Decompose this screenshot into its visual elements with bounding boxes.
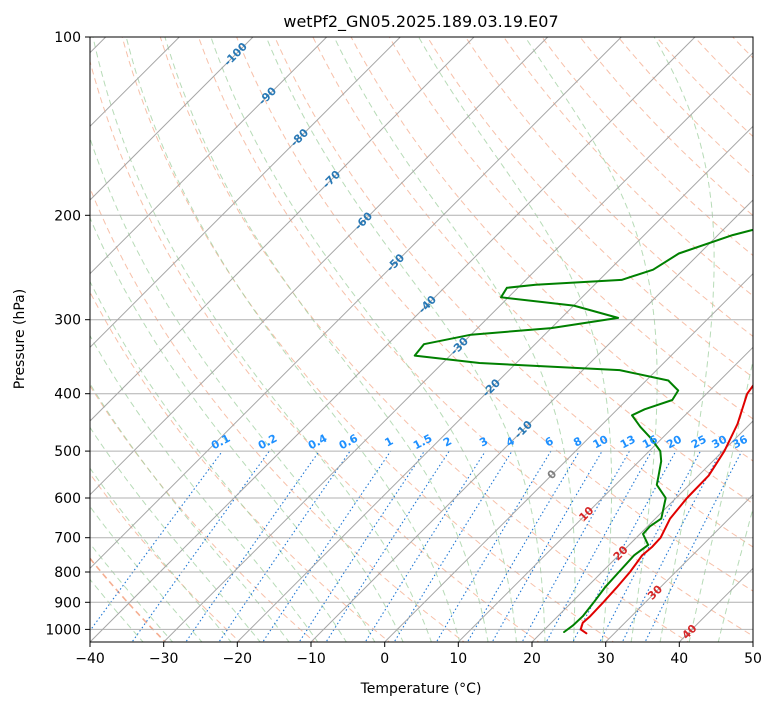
- y-tick-label: 1000: [45, 622, 81, 638]
- mixing-ratio-line: [262, 450, 392, 642]
- moist-adiabat-line: [90, 467, 232, 642]
- isotherm-line: [531, 420, 753, 642]
- chart-title: wetPf2_GN05.2025.189.03.19.E07: [283, 12, 558, 32]
- temperature-profile-line: [579, 384, 753, 635]
- plot-area: [90, 37, 753, 642]
- y-tick-label: 700: [54, 531, 81, 547]
- mixing-ratio-line: [218, 450, 351, 642]
- mixing-ratio-label: 30: [710, 433, 730, 452]
- mixing-ratio-label: 20: [664, 433, 684, 452]
- x-tick-label: −30: [149, 651, 179, 667]
- mixing-ratio-line: [298, 450, 425, 642]
- y-axis-title: Pressure (hPa): [12, 289, 28, 389]
- moist-adiabat-line: [653, 37, 715, 642]
- moist-adiabat-line: [90, 505, 203, 642]
- y-tick-label: 800: [54, 565, 81, 581]
- y-tick-label: 500: [54, 444, 81, 460]
- moist-adiabat-line: [92, 37, 432, 642]
- mixing-ratio-label: 25: [689, 433, 709, 452]
- dry-adiabat-line: [274, 37, 753, 548]
- mixing-ratio-line: [325, 450, 450, 642]
- isotherm-line: [90, 37, 696, 642]
- moist-adiabat-line: [90, 136, 404, 642]
- dry-adiabat-line: [388, 37, 753, 420]
- x-tick-label: 50: [744, 651, 762, 667]
- sounding-profiles: [413, 228, 753, 635]
- y-tick-label: 100: [54, 30, 81, 46]
- isotherm-line: [163, 51, 753, 642]
- x-tick-label: 20: [523, 651, 541, 667]
- isotherm-line: [384, 272, 753, 642]
- y-tick-label: 600: [54, 491, 81, 507]
- isotherm-gridlines: [90, 37, 753, 642]
- mixing-ratio-line: [131, 450, 270, 642]
- moist-adiabat-line: [90, 216, 376, 642]
- y-tick-label: 300: [54, 313, 81, 329]
- mixing-ratio-label: 16: [640, 433, 660, 452]
- isotherm-line: [236, 125, 753, 642]
- moist-adiabat-line: [210, 37, 518, 642]
- moist-adiabat-line: [90, 382, 290, 642]
- moist-adiabat-line: [524, 37, 658, 642]
- dry-adiabat-line: [350, 37, 753, 462]
- x-tick-label: −40: [75, 651, 105, 667]
- moist-adiabat-line: [90, 426, 261, 642]
- isotherm-line: [90, 37, 254, 201]
- isobar-gridlines: [90, 37, 753, 630]
- moist-adiabat-line: [90, 334, 319, 642]
- mixing-ratio-line: [621, 450, 722, 642]
- mixing-ratio-label: 13: [618, 433, 638, 452]
- isotherm-line: [90, 37, 475, 422]
- isotherm-line: [90, 37, 622, 570]
- dry-adiabat-line: [503, 37, 753, 297]
- y-axis: 1000 900 800 700 600 500 400 300 200 100: [45, 30, 90, 638]
- x-axis-title: Temperature (°C): [360, 681, 482, 697]
- x-axis: −40 −30 −20 −10 0 10 20 30 40 50: [75, 642, 762, 667]
- mixing-ratio-line: [599, 450, 701, 642]
- x-tick-label: 0: [380, 651, 389, 667]
- mixing-ratio-line: [466, 450, 580, 642]
- moist-adiabat-line: [688, 358, 753, 642]
- isotherm-line: [605, 493, 753, 642]
- isotherm-line: [310, 199, 753, 642]
- moist-adiabat-line: [717, 506, 753, 642]
- moist-adiabat-line: [90, 578, 144, 642]
- mixing-ratio-line: [90, 450, 223, 632]
- isotherm-line: [457, 346, 753, 642]
- x-tick-label: 30: [597, 651, 615, 667]
- dry-adiabat-line: [426, 37, 753, 379]
- moist-adiabat-line: [333, 37, 576, 642]
- mixing-ratio-line: [185, 450, 320, 642]
- plot-frame: [89, 36, 754, 643]
- mixing-ratio-label: 36: [730, 433, 750, 452]
- y-tick-label: 200: [54, 208, 81, 224]
- moist-adiabat-line: [90, 542, 174, 642]
- dry-adiabat-line: [465, 37, 753, 338]
- x-tick-label: 40: [670, 651, 688, 667]
- dewpoint-profile-line: [413, 228, 753, 633]
- mixing-ratio-line: [393, 450, 513, 642]
- y-tick-label: 900: [54, 595, 81, 611]
- mixing-ratio-label: 10: [591, 433, 611, 452]
- moist-adiabat-line: [125, 37, 461, 642]
- dry-adiabat-line: [197, 37, 753, 637]
- x-tick-label: −20: [223, 651, 253, 667]
- y-tick-label: 400: [54, 387, 81, 403]
- x-tick-label: 10: [449, 651, 467, 667]
- isotherm-line: [90, 37, 328, 275]
- dry-adiabat-line: [236, 37, 753, 592]
- mixing-ratio-line: [572, 450, 677, 642]
- x-tick-label: −10: [296, 651, 326, 667]
- isotherm-line: [90, 37, 401, 349]
- dry-adiabat-line: [312, 37, 753, 505]
- moist-adiabat-line: [265, 37, 546, 642]
- isotherm-line: [90, 37, 549, 496]
- moist-adiabat-line: [164, 37, 489, 642]
